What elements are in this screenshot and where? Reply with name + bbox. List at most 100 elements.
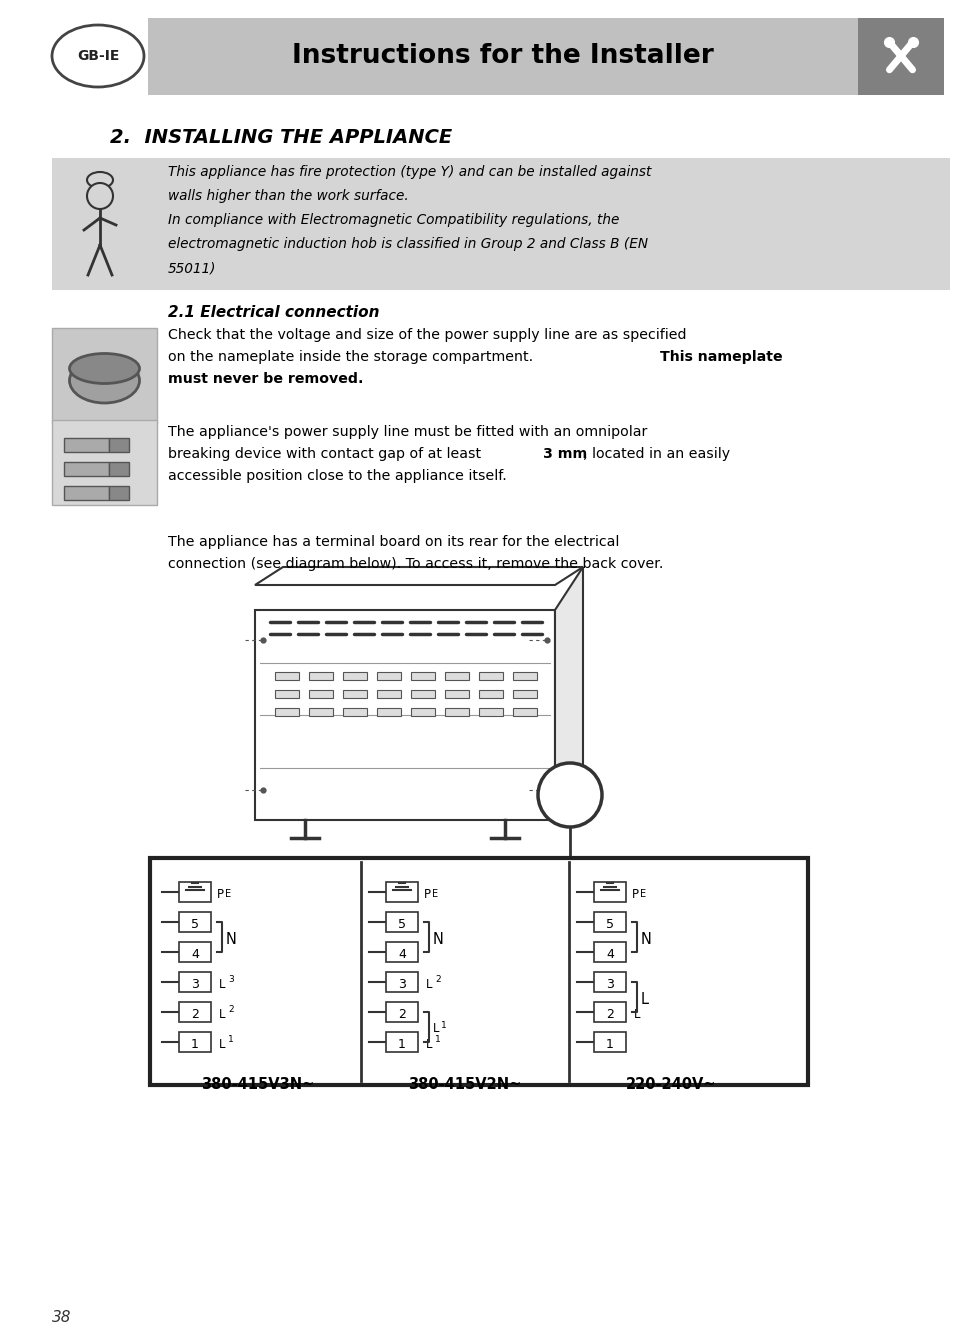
Bar	[513, 672, 537, 680]
Text: 2.1 Electrical connection: 2.1 Electrical connection	[168, 305, 379, 321]
Text: 2: 2	[435, 975, 440, 985]
Text: 1: 1	[605, 1038, 614, 1050]
Bar	[343, 689, 367, 697]
Text: 3: 3	[191, 978, 199, 990]
Bar	[179, 1002, 211, 1022]
Text: walls higher than the work surface.: walls higher than the work surface.	[168, 188, 408, 203]
Text: 4: 4	[605, 947, 614, 961]
Bar	[109, 438, 129, 452]
Bar	[594, 942, 625, 962]
Bar	[594, 912, 625, 933]
Text: accessible position close to the appliance itself.: accessible position close to the applian…	[168, 469, 506, 484]
Text: electromagnetic induction hob is classified in Group 2 and Class B (EN: electromagnetic induction hob is classif…	[168, 236, 647, 251]
Bar	[478, 689, 502, 697]
Bar	[444, 708, 469, 716]
Text: 3 mm: 3 mm	[542, 448, 587, 461]
Text: P: P	[631, 887, 639, 900]
Text: E: E	[432, 888, 437, 899]
Bar	[309, 689, 333, 697]
Bar	[376, 672, 400, 680]
Bar	[513, 708, 537, 716]
Text: Check that the voltage and size of the power supply line are as specified: Check that the voltage and size of the p…	[168, 329, 686, 342]
Text: 38: 38	[52, 1311, 71, 1325]
Text: L: L	[219, 1007, 225, 1021]
Bar	[594, 1002, 625, 1022]
Bar	[513, 689, 537, 697]
Text: 380-415V2N~: 380-415V2N~	[408, 1077, 521, 1092]
Bar	[594, 1031, 625, 1051]
Bar	[411, 708, 435, 716]
Bar	[594, 882, 625, 902]
Ellipse shape	[87, 172, 112, 188]
Text: 1: 1	[191, 1038, 199, 1050]
Text: 5: 5	[397, 918, 406, 930]
Bar	[478, 708, 502, 716]
Bar	[386, 973, 417, 993]
Bar	[309, 672, 333, 680]
Bar	[179, 973, 211, 993]
Text: This nameplate: This nameplate	[659, 350, 781, 363]
Circle shape	[87, 183, 112, 208]
Bar	[274, 708, 298, 716]
Text: L: L	[426, 978, 432, 990]
Text: Instructions for the Installer: Instructions for the Installer	[292, 43, 713, 69]
Text: 2.  INSTALLING THE APPLIANCE: 2. INSTALLING THE APPLIANCE	[110, 128, 452, 147]
Bar	[386, 942, 417, 962]
Bar	[444, 672, 469, 680]
Text: 1: 1	[435, 1035, 440, 1045]
Text: 55011): 55011)	[168, 261, 216, 275]
Ellipse shape	[70, 354, 139, 383]
Bar	[444, 689, 469, 697]
Text: GB-IE: GB-IE	[77, 49, 119, 63]
Text: L: L	[634, 1007, 639, 1021]
Text: 4: 4	[397, 947, 406, 961]
Text: must never be removed.: must never be removed.	[168, 371, 363, 386]
Bar	[274, 672, 298, 680]
Bar	[109, 462, 129, 476]
Bar	[52, 329, 157, 424]
Text: N: N	[433, 931, 443, 946]
Text: 2: 2	[228, 1006, 233, 1014]
Bar	[52, 158, 949, 290]
Bar	[594, 973, 625, 993]
Bar	[179, 912, 211, 933]
Bar	[411, 689, 435, 697]
Polygon shape	[254, 566, 582, 585]
Text: E: E	[639, 888, 645, 899]
Text: L: L	[640, 991, 648, 1006]
Bar	[179, 1031, 211, 1051]
Bar	[64, 462, 109, 476]
Text: 3: 3	[605, 978, 614, 990]
Bar	[343, 708, 367, 716]
Text: E: E	[225, 888, 231, 899]
Bar	[309, 708, 333, 716]
Text: connection (see diagram below). To access it, remove the back cover.: connection (see diagram below). To acces…	[168, 557, 662, 570]
Text: N: N	[226, 931, 236, 946]
Text: 5: 5	[605, 918, 614, 930]
Text: 2: 2	[397, 1007, 406, 1021]
Text: 380-415V3N~: 380-415V3N~	[201, 1077, 314, 1092]
Text: 1: 1	[397, 1038, 406, 1050]
Text: 2: 2	[605, 1007, 614, 1021]
Text: 4: 4	[191, 947, 199, 961]
Bar	[64, 486, 109, 500]
Bar	[411, 672, 435, 680]
Polygon shape	[254, 611, 555, 820]
Text: In compliance with Electromagnetic Compatibility regulations, the: In compliance with Electromagnetic Compa…	[168, 212, 618, 227]
Text: L: L	[426, 1038, 432, 1050]
Text: on the nameplate inside the storage compartment.: on the nameplate inside the storage comp…	[168, 350, 533, 363]
Bar	[857, 17, 943, 95]
Ellipse shape	[70, 358, 139, 403]
Bar	[376, 689, 400, 697]
Bar	[148, 17, 857, 95]
Text: 3: 3	[228, 975, 233, 985]
Ellipse shape	[52, 25, 144, 87]
Circle shape	[537, 763, 601, 827]
Text: , located in an easily: , located in an easily	[582, 448, 729, 461]
Bar	[478, 672, 502, 680]
Text: L: L	[219, 1038, 225, 1050]
Text: L: L	[433, 1022, 439, 1035]
Text: This appliance has fire protection (type Y) and can be installed against: This appliance has fire protection (type…	[168, 166, 651, 179]
Text: P: P	[423, 887, 431, 900]
Text: 5: 5	[191, 918, 199, 930]
